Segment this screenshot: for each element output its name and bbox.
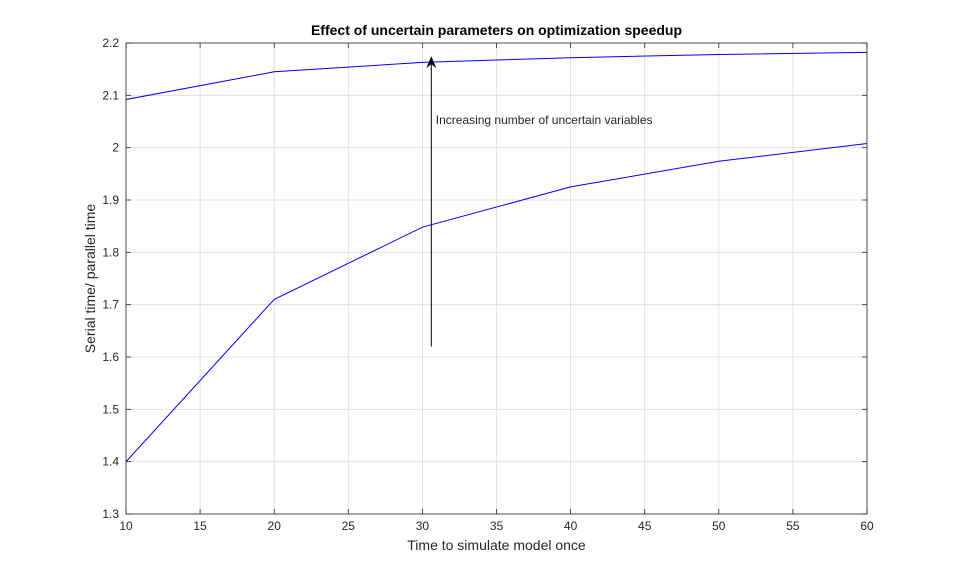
y-tick-label: 1.7 [102, 298, 119, 312]
y-axis-ticks: 1.3 1.4 1.5 1.6 1.7 1.8 1.9 2 2.1 2.2 [102, 36, 867, 521]
annotation-layer: Increasing number of uncertain variables [426, 56, 653, 347]
series-line-2 [125, 51, 868, 100]
y-tick-label: 1.9 [102, 193, 119, 207]
series-line-1 [125, 143, 868, 463]
x-tick-label: 40 [564, 519, 578, 533]
annotation-text: Increasing number of uncertain variables [436, 113, 653, 127]
x-tick-label: 25 [342, 519, 356, 533]
y-tick-label: 2 [112, 141, 119, 155]
y-tick-label: 1.4 [102, 455, 119, 469]
x-tick-label: 35 [490, 519, 504, 533]
x-tick-label: 10 [119, 519, 133, 533]
y-axis-label: Serial time/ parallel time [82, 204, 98, 354]
y-tick-label: 2.2 [102, 36, 119, 50]
chart-title: Effect of uncertain parameters on optimi… [311, 22, 682, 38]
annotation-arrowhead [426, 56, 437, 69]
x-tick-label: 15 [193, 519, 207, 533]
x-tick-label: 60 [860, 519, 874, 533]
series-layer [125, 51, 868, 463]
x-tick-label: 30 [416, 519, 430, 533]
y-tick-label: 1.5 [102, 402, 119, 416]
y-tick-label: 1.6 [102, 350, 119, 364]
y-tick-label: 1.3 [102, 507, 119, 521]
x-tick-label: 45 [638, 519, 652, 533]
y-tick-label: 2.1 [102, 88, 119, 102]
x-axis-ticks: 10 15 20 25 30 35 40 45 50 55 60 [119, 43, 874, 533]
x-tick-label: 55 [786, 519, 800, 533]
x-tick-label: 20 [268, 519, 282, 533]
x-axis-label: Time to simulate model once [407, 537, 586, 553]
y-tick-label: 1.8 [102, 245, 119, 259]
x-tick-label: 50 [712, 519, 726, 533]
